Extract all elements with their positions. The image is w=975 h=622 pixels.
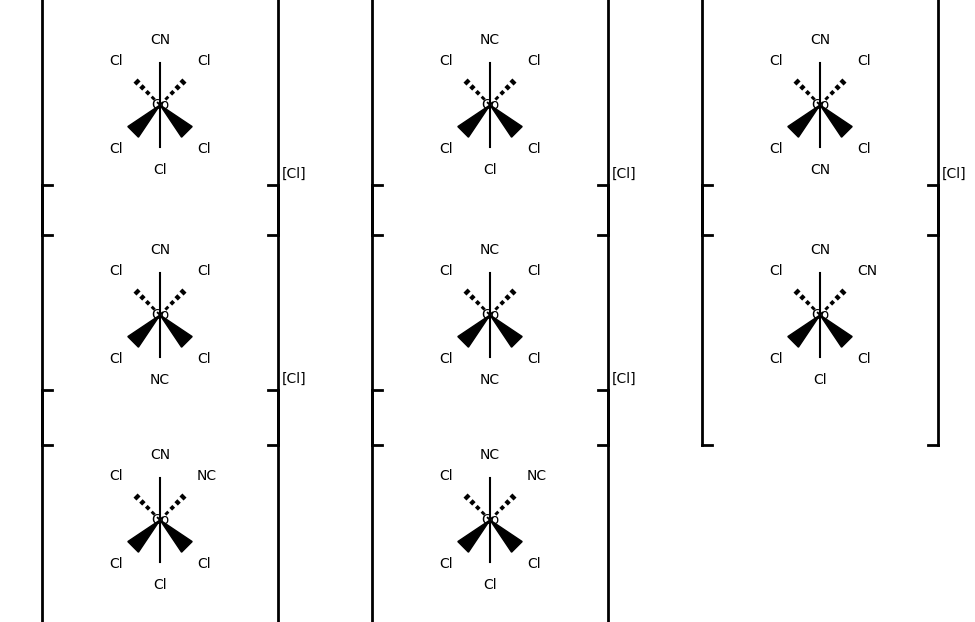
Text: Cl: Cl: [109, 142, 123, 156]
Text: NC: NC: [480, 33, 500, 47]
Text: Co: Co: [151, 308, 169, 322]
Text: CN: CN: [150, 243, 170, 257]
Text: Cl: Cl: [197, 352, 211, 366]
Text: Cl: Cl: [153, 578, 167, 592]
Polygon shape: [458, 520, 490, 552]
Text: Cl: Cl: [769, 54, 783, 68]
Text: Cl: Cl: [440, 469, 453, 483]
Polygon shape: [490, 105, 523, 137]
Text: NC: NC: [480, 448, 500, 462]
Text: CN: CN: [150, 33, 170, 47]
Polygon shape: [788, 105, 820, 137]
Polygon shape: [458, 105, 490, 137]
Polygon shape: [490, 520, 523, 552]
Text: NC: NC: [197, 469, 216, 483]
Text: CN: CN: [857, 264, 877, 278]
Text: Cl: Cl: [109, 352, 123, 366]
Text: Cl: Cl: [197, 264, 211, 278]
Text: Cl: Cl: [526, 264, 540, 278]
Text: Co: Co: [481, 98, 499, 112]
Text: NC: NC: [526, 469, 547, 483]
Text: [Cl]: [Cl]: [282, 167, 306, 181]
Text: CN: CN: [810, 33, 830, 47]
Text: NC: NC: [480, 243, 500, 257]
Text: Cl: Cl: [197, 557, 211, 571]
Polygon shape: [820, 105, 852, 137]
Polygon shape: [458, 315, 490, 347]
Text: NC: NC: [150, 373, 170, 387]
Text: Cl: Cl: [769, 352, 783, 366]
Text: Co: Co: [811, 98, 829, 112]
Polygon shape: [788, 315, 820, 347]
Text: Cl: Cl: [857, 352, 871, 366]
Text: Co: Co: [481, 308, 499, 322]
Text: Cl: Cl: [857, 142, 871, 156]
Text: Cl: Cl: [197, 54, 211, 68]
Polygon shape: [128, 520, 160, 552]
Text: Co: Co: [811, 308, 829, 322]
Text: Cl: Cl: [526, 142, 540, 156]
Polygon shape: [820, 315, 852, 347]
Text: Cl: Cl: [440, 54, 453, 68]
Text: Cl: Cl: [484, 163, 497, 177]
Text: Co: Co: [151, 513, 169, 527]
Text: Co: Co: [481, 513, 499, 527]
Text: Cl: Cl: [857, 54, 871, 68]
Text: Co: Co: [151, 98, 169, 112]
Text: [Cl]: [Cl]: [612, 167, 637, 181]
Text: Cl: Cl: [153, 163, 167, 177]
Polygon shape: [160, 315, 192, 347]
Polygon shape: [128, 105, 160, 137]
Text: Cl: Cl: [440, 264, 453, 278]
Text: Cl: Cl: [109, 557, 123, 571]
Text: CN: CN: [810, 243, 830, 257]
Text: [Cl]: [Cl]: [612, 372, 637, 386]
Text: Cl: Cl: [109, 54, 123, 68]
Text: Cl: Cl: [440, 142, 453, 156]
Text: CN: CN: [810, 163, 830, 177]
Text: Cl: Cl: [813, 373, 827, 387]
Text: NC: NC: [480, 373, 500, 387]
Polygon shape: [128, 315, 160, 347]
Text: [Cl]: [Cl]: [942, 167, 966, 181]
Text: Cl: Cl: [769, 142, 783, 156]
Text: Cl: Cl: [526, 557, 540, 571]
Polygon shape: [490, 315, 523, 347]
Text: Cl: Cl: [769, 264, 783, 278]
Text: Cl: Cl: [440, 557, 453, 571]
Text: Cl: Cl: [440, 352, 453, 366]
Polygon shape: [160, 520, 192, 552]
Text: [Cl]: [Cl]: [282, 372, 306, 386]
Text: Cl: Cl: [109, 264, 123, 278]
Text: CN: CN: [150, 448, 170, 462]
Text: Cl: Cl: [526, 54, 540, 68]
Text: Cl: Cl: [109, 469, 123, 483]
Text: Cl: Cl: [526, 352, 540, 366]
Text: Cl: Cl: [484, 578, 497, 592]
Text: Cl: Cl: [197, 142, 211, 156]
Polygon shape: [160, 105, 192, 137]
